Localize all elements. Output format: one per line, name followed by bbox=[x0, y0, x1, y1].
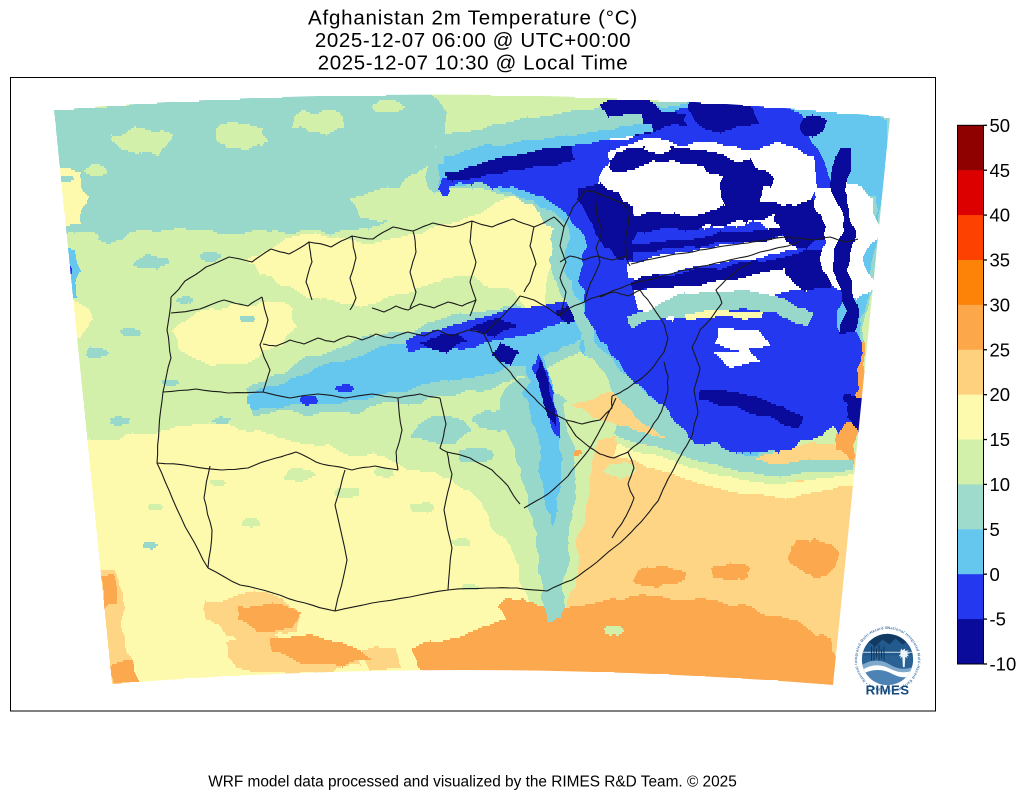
svg-text:RIMES: RIMES bbox=[866, 683, 910, 698]
svg-text:50: 50 bbox=[990, 115, 1011, 136]
svg-text:15: 15 bbox=[990, 429, 1011, 450]
svg-text:5: 5 bbox=[990, 519, 1000, 540]
svg-text:-10: -10 bbox=[990, 654, 1017, 675]
svg-text:40: 40 bbox=[990, 205, 1011, 226]
svg-text:-5: -5 bbox=[990, 609, 1006, 630]
svg-text:20: 20 bbox=[990, 384, 1011, 405]
svg-text:35: 35 bbox=[990, 250, 1011, 271]
svg-text:25: 25 bbox=[990, 339, 1011, 360]
svg-text:10: 10 bbox=[990, 474, 1011, 495]
svg-text:WRF model data processed and v: WRF model data processed and visualized … bbox=[208, 774, 737, 791]
svg-text:2025-12-07 06:00 @ UTC+00:00: 2025-12-07 06:00 @ UTC+00:00 bbox=[315, 29, 631, 52]
svg-text:45: 45 bbox=[990, 160, 1011, 181]
svg-text:Afghanistan 2m Temperature (°C: Afghanistan 2m Temperature (°C) bbox=[308, 7, 638, 30]
svg-text:30: 30 bbox=[990, 294, 1011, 315]
svg-text:2025-12-07 10:30 @ Local Time: 2025-12-07 10:30 @ Local Time bbox=[318, 51, 629, 74]
svg-text:0: 0 bbox=[990, 564, 1000, 585]
